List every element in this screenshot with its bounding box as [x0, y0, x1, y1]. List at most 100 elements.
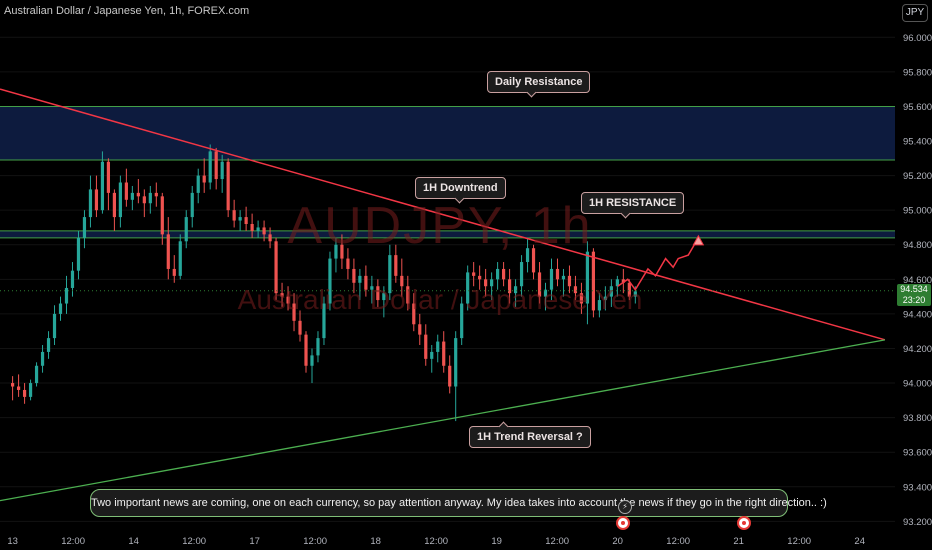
candle-body	[190, 192, 194, 218]
candle-body	[466, 272, 470, 304]
idea-note[interactable]: Two important news are coming, one on ea…	[90, 489, 827, 517]
time-tick-label: 18	[370, 536, 381, 547]
downtrend-callout[interactable]: 1H Downtrend	[415, 177, 506, 199]
candle-body	[172, 268, 176, 276]
candle-body	[208, 151, 212, 183]
candle-body	[88, 189, 93, 218]
target-arrow-icon	[692, 234, 705, 246]
candle-body	[328, 258, 332, 304]
time-tick-label: 12:00	[61, 536, 85, 547]
time-tick-label: 14	[128, 536, 139, 547]
candle-body	[70, 270, 75, 288]
price-tick-label: 96.000	[903, 33, 932, 44]
lightning-icon[interactable]: ⚡	[618, 500, 632, 514]
time-tick-label: 12:00	[545, 536, 569, 547]
candle-body	[250, 224, 254, 231]
zone-fill	[0, 106, 895, 161]
economic-event-icon[interactable]	[737, 516, 751, 530]
candle-body	[394, 255, 398, 276]
trend-reversal-callout[interactable]: 1H Trend Reversal ?	[469, 426, 591, 448]
candle-body	[412, 303, 416, 325]
candle-body	[226, 161, 230, 211]
candle-body	[52, 313, 57, 339]
candle-body	[184, 217, 188, 242]
currency-button[interactable]: JPY	[902, 4, 928, 22]
candle-body	[454, 338, 458, 387]
candle-body	[166, 234, 170, 269]
price-tick-label: 95.600	[903, 102, 932, 113]
price-tick-label: 95.400	[903, 137, 932, 148]
candle-body	[136, 192, 140, 197]
candle-body	[525, 248, 530, 263]
trendlines[interactable]	[0, 88, 886, 502]
candle-body	[46, 338, 51, 352]
candle-body	[388, 255, 392, 294]
downtrend-line	[0, 88, 886, 341]
candle-body	[555, 268, 560, 280]
candle-body	[573, 286, 578, 294]
zone-fill	[0, 230, 895, 238]
projection-path	[0, 234, 895, 292]
time-tick-label: 13	[7, 536, 18, 547]
price-tick-label: 94.400	[903, 309, 932, 320]
candle-body	[130, 192, 134, 200]
candle-body	[603, 296, 607, 301]
time-tick-label: 12:00	[303, 536, 327, 547]
last-price-value: 94.534	[900, 284, 928, 294]
candle-body	[627, 282, 631, 297]
time-tick-label: 12:00	[182, 536, 206, 547]
candle-body	[537, 272, 542, 297]
candle-body	[609, 286, 613, 297]
price-tick-label: 93.200	[903, 517, 932, 528]
candle-body	[256, 227, 260, 231]
candle-body	[286, 296, 290, 304]
candle-body	[531, 248, 536, 273]
price-tick-label: 94.200	[903, 344, 932, 355]
price-axis[interactable]: 93.200 93.400 93.600 93.800 94.000 94.200 94.4…	[903, 33, 932, 528]
candle-body	[160, 196, 164, 235]
candle-body	[238, 217, 242, 221]
candle-body	[112, 192, 116, 218]
daily-resistance-callout[interactable]: Daily Resistance	[487, 71, 591, 93]
candle-body	[382, 293, 386, 301]
candle-body	[268, 234, 272, 242]
candle-body	[142, 196, 146, 204]
candle-body	[310, 355, 314, 366]
candle-body	[334, 244, 338, 259]
economic-event-icon[interactable]	[616, 516, 630, 530]
candle-body	[154, 192, 158, 197]
candle-body	[400, 275, 404, 287]
time-axis[interactable]: 13 12:00 14 12:00 17 12:00 18 12:00 19 12:00 20 12:…	[7, 536, 865, 547]
candle-body	[316, 338, 320, 356]
candle-body	[615, 279, 619, 287]
candle-body	[579, 293, 584, 304]
time-tick-label: 20	[612, 536, 623, 547]
candle-body	[490, 279, 494, 287]
candle-body	[322, 303, 326, 339]
price-tick-label: 94.600	[903, 275, 932, 286]
candle-body	[106, 161, 111, 193]
candle-body	[591, 251, 596, 311]
candle-body	[232, 210, 236, 221]
candle-body	[621, 279, 625, 283]
candle-body	[543, 289, 548, 297]
price-tick-label: 93.600	[903, 448, 932, 459]
resistance-1h-callout[interactable]: 1H RESISTANCE	[581, 192, 685, 214]
time-tick-label: 24	[854, 536, 865, 547]
candle-body	[633, 291, 637, 297]
last-price-tag: 94.534 23:20	[897, 284, 931, 306]
candle-body	[340, 244, 344, 259]
bar-countdown: 23:20	[902, 295, 926, 305]
time-tick-label: 17	[249, 536, 260, 547]
candle-body	[34, 365, 39, 384]
candle-body	[561, 275, 566, 280]
candle-body	[484, 279, 488, 287]
candle-body	[196, 175, 200, 193]
candle-body	[274, 241, 278, 294]
symbol-header[interactable]: Australian Dollar / Japanese Yen, 1h, FO…	[4, 5, 250, 17]
time-tick-label: 12:00	[666, 536, 690, 547]
candle-body	[202, 175, 206, 183]
candle-body	[292, 303, 296, 321]
candle-body	[376, 286, 380, 301]
